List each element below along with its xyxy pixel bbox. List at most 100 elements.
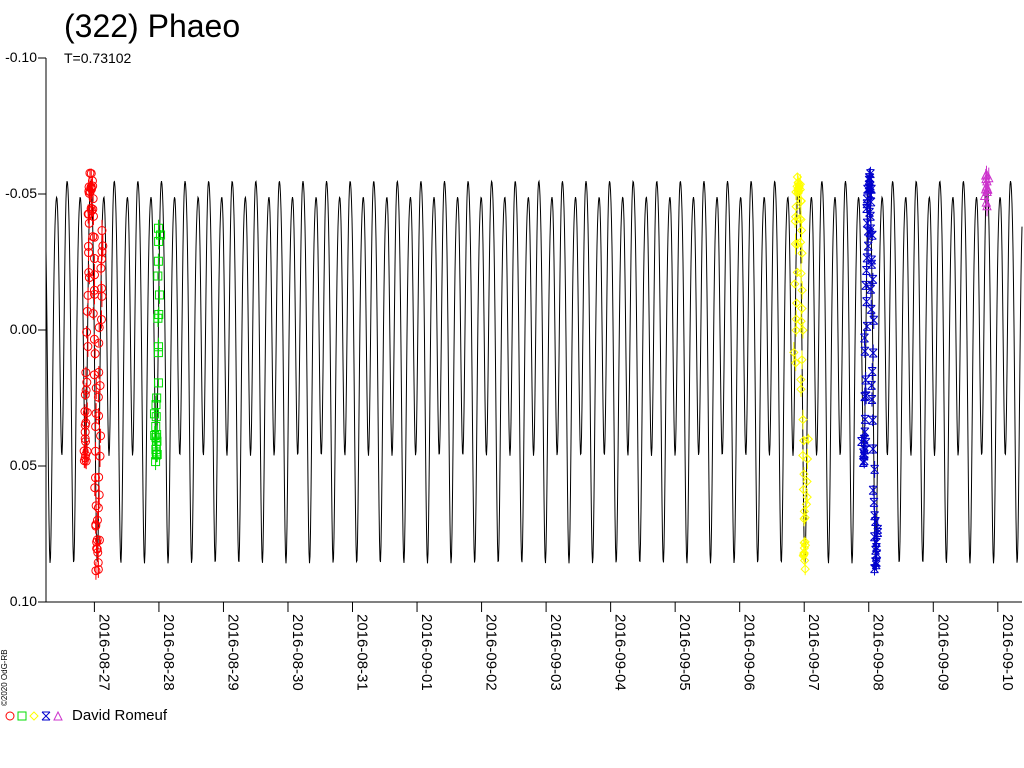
data-point [791, 201, 801, 212]
data-point [154, 290, 164, 300]
data-point [790, 212, 801, 222]
data-point [865, 184, 875, 194]
x-tick-label: 2016-09-04 [612, 614, 629, 691]
data-point [96, 314, 106, 324]
data-point [866, 211, 875, 221]
x-tick-label: 2016-09-02 [483, 614, 500, 691]
data-point [861, 375, 871, 385]
data-point [86, 182, 96, 192]
data-point [867, 230, 877, 240]
data-point [800, 564, 810, 574]
data-point [790, 358, 801, 368]
data-point [88, 232, 98, 242]
data-point [863, 184, 872, 194]
data-point [860, 445, 870, 455]
data-point [92, 537, 102, 547]
data-point [89, 254, 99, 264]
data-point [802, 476, 812, 487]
data-point [799, 555, 810, 566]
data-point [153, 256, 163, 266]
series-2016-09-10 [979, 165, 994, 217]
data-point [80, 427, 90, 437]
data-point [97, 247, 107, 257]
data-point [791, 314, 801, 324]
data-point [95, 451, 105, 461]
data-point [982, 184, 993, 194]
data-point [154, 236, 164, 246]
data-point [154, 342, 164, 352]
data-point [860, 392, 870, 402]
data-point [798, 450, 808, 461]
data-point [98, 241, 108, 251]
data-point [94, 472, 104, 482]
data-point [81, 368, 91, 378]
data-point [860, 346, 870, 356]
data-point [862, 218, 872, 228]
data-point [91, 566, 101, 576]
data-point [866, 197, 876, 207]
data-point [870, 464, 879, 474]
data-point [152, 393, 162, 403]
data-point [94, 535, 104, 545]
data-point [873, 524, 883, 534]
model-curve [45, 179, 1023, 564]
data-point [791, 325, 801, 336]
data-point [798, 414, 808, 425]
data-point [796, 384, 806, 394]
data-point [796, 225, 807, 236]
data-point [860, 333, 869, 343]
data-point [94, 490, 104, 500]
x-tick-label: 2016-09-05 [676, 614, 693, 691]
data-point [91, 422, 101, 432]
data-point [91, 408, 101, 418]
data-point [864, 175, 874, 185]
x-tick-label: 2016-09-08 [870, 614, 887, 691]
data-point [803, 434, 814, 444]
data-point [867, 367, 877, 377]
data-point [82, 407, 92, 417]
data-point [798, 325, 808, 335]
data-point [800, 537, 810, 547]
data-point [868, 415, 878, 425]
data-point [872, 549, 882, 559]
data-point [796, 196, 807, 206]
data-point [871, 517, 880, 527]
data-point [82, 327, 92, 337]
data-point [81, 418, 91, 428]
data-point [154, 310, 164, 320]
data-point [151, 432, 161, 442]
data-point [798, 484, 809, 495]
data-point [797, 285, 807, 295]
data-point [865, 173, 875, 183]
data-point [151, 400, 161, 410]
data-point [93, 503, 103, 513]
data-point [81, 456, 91, 466]
series-2016-09-08 [857, 166, 883, 576]
copyright-note: ©2020 OdG-RB [0, 649, 9, 706]
x-tick-label: 2016-09-01 [418, 614, 435, 691]
data-point [866, 304, 876, 314]
data-point [861, 391, 871, 401]
data-point [92, 544, 102, 554]
data-point [153, 378, 163, 388]
data-point [861, 437, 871, 447]
legend: David Romeuf [4, 704, 167, 726]
data-point [93, 392, 103, 402]
data-point [862, 253, 872, 263]
data-point [88, 194, 98, 204]
data-point [88, 204, 98, 214]
data-point [83, 290, 93, 300]
data-point [982, 200, 992, 211]
data-point [82, 377, 92, 387]
data-point [796, 268, 806, 279]
series-2016-08-27 [79, 168, 108, 580]
data-point [80, 390, 90, 400]
data-point [869, 497, 879, 507]
chart-title: (322) Phaeo [64, 8, 241, 44]
x-tick-label: 2016-08-31 [354, 614, 371, 691]
data-point [90, 349, 100, 359]
data-point [868, 348, 878, 358]
series-2016-09-07 [789, 172, 814, 576]
data-point [92, 515, 102, 525]
y-tick-label: 0.05 [10, 457, 37, 473]
